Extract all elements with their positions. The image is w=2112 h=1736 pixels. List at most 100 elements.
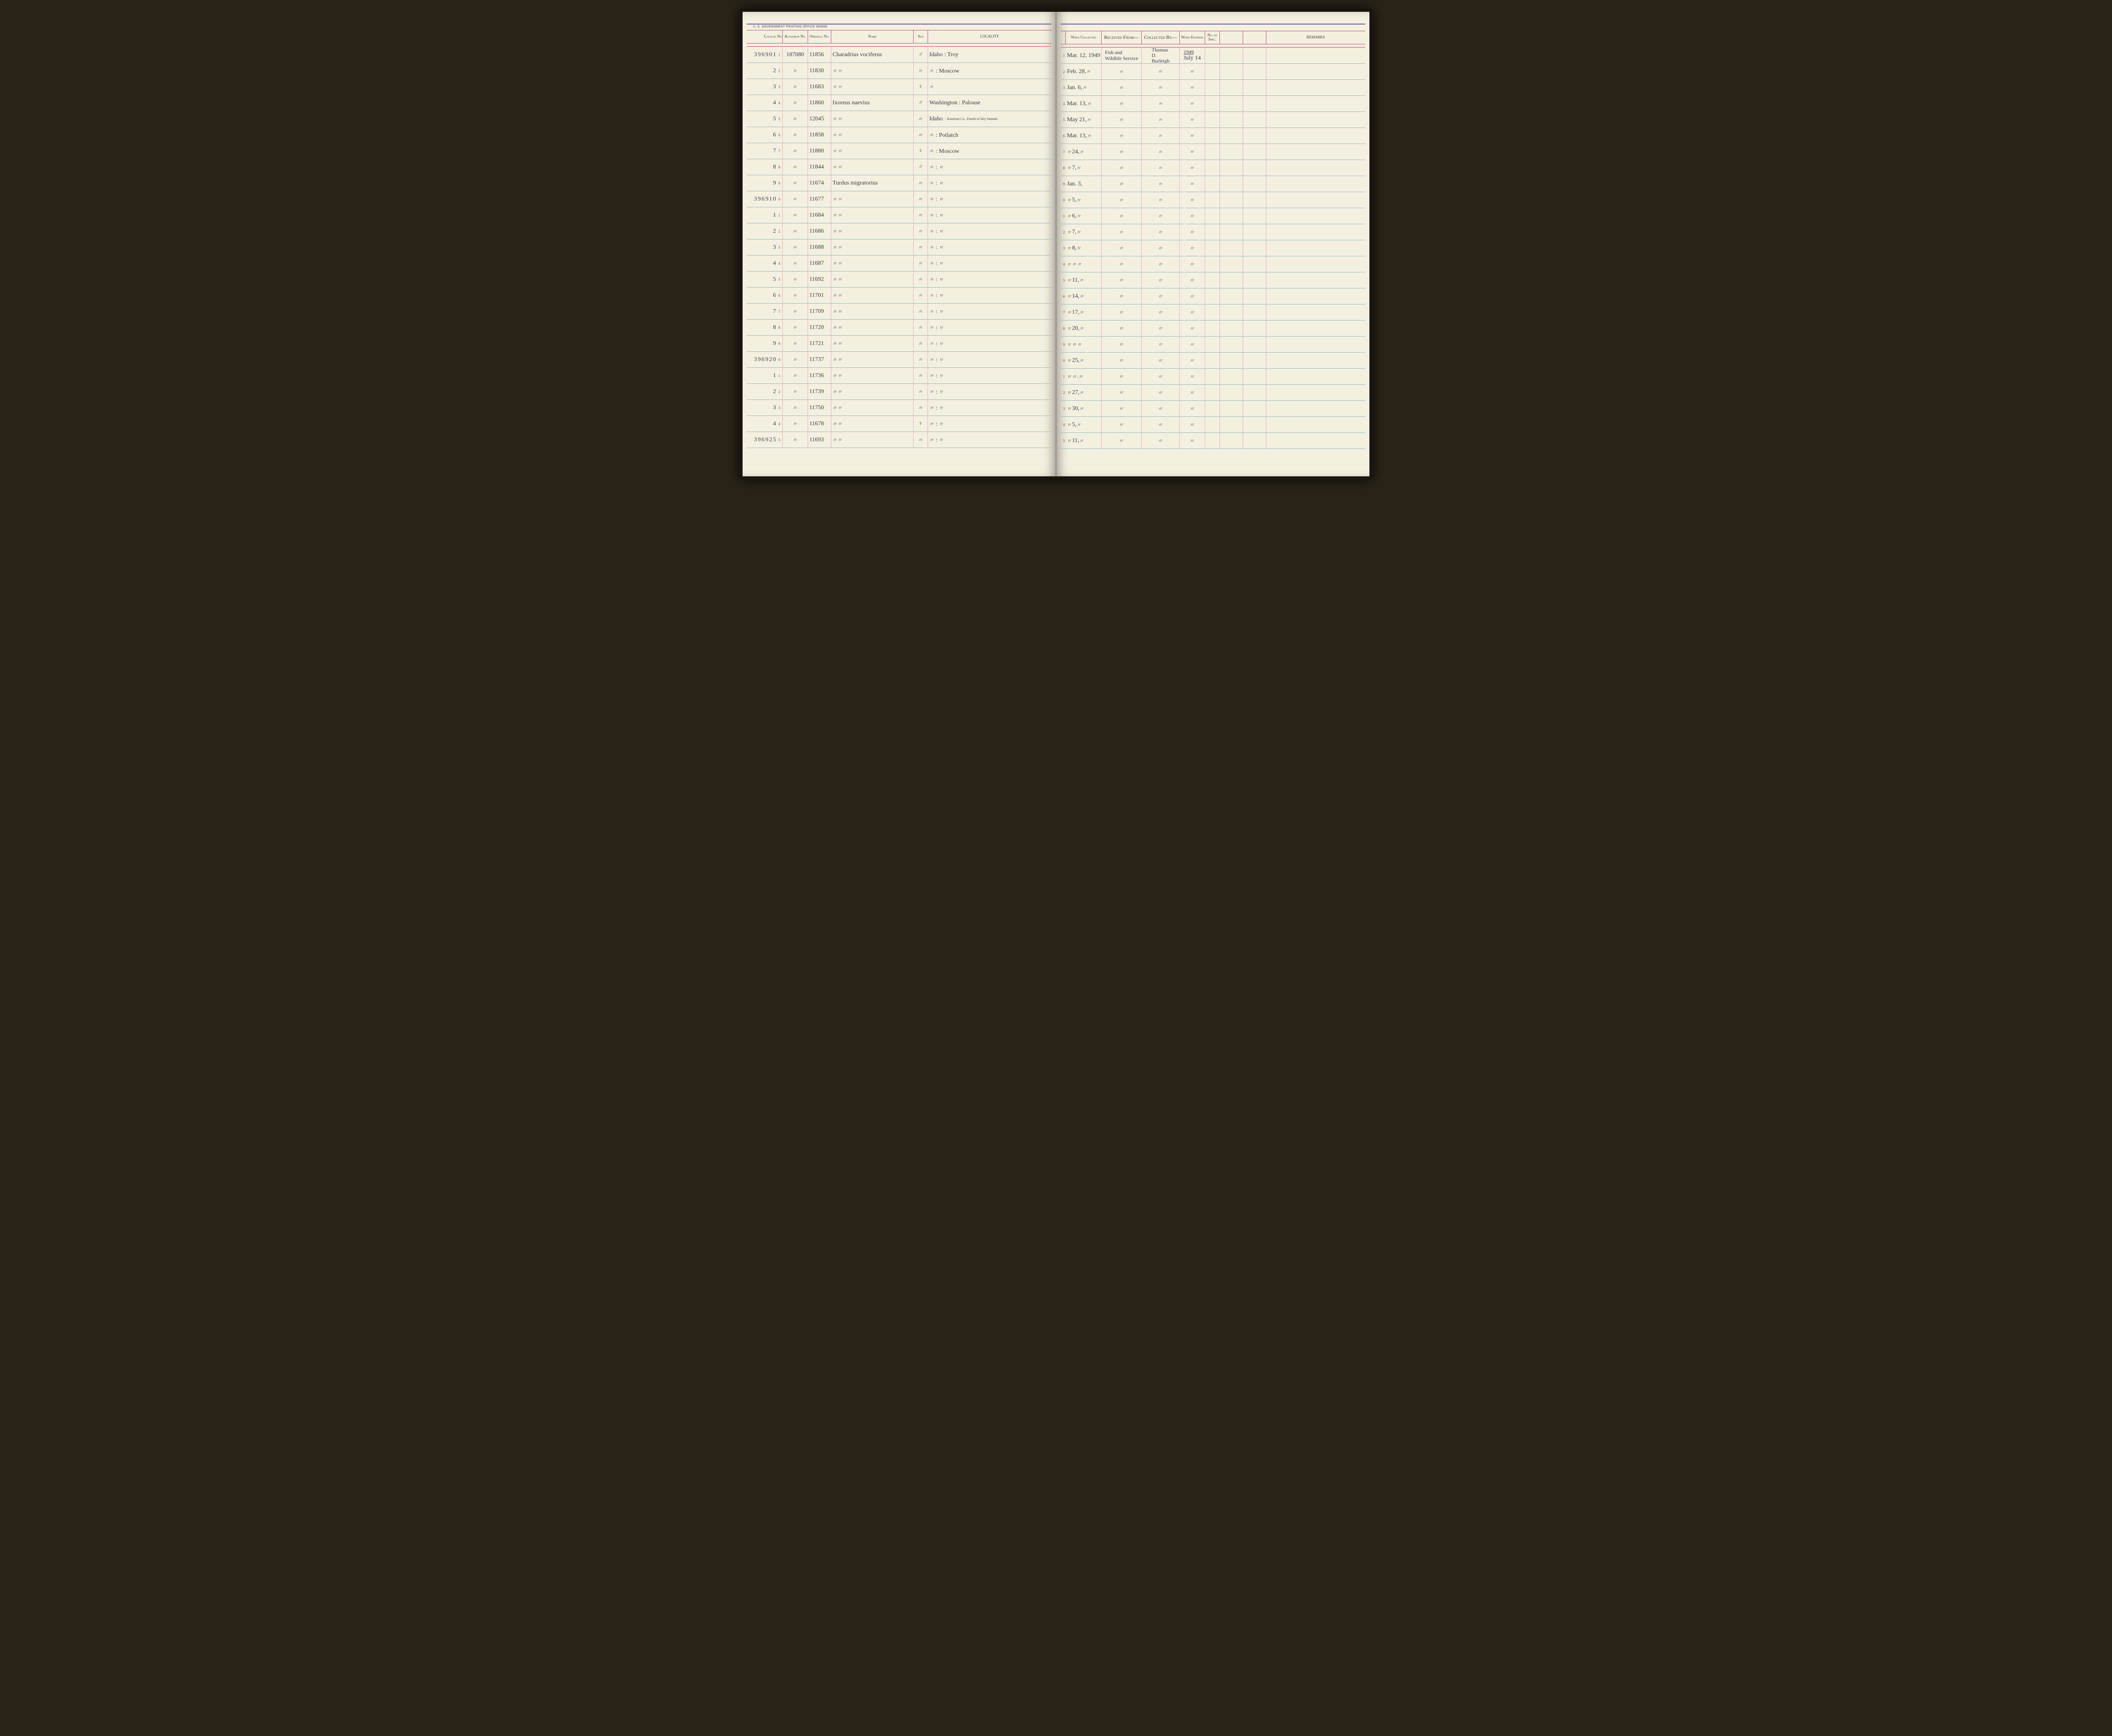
cell-remarks — [1266, 128, 1365, 144]
cell-when-collected: 〃 11, 〃 — [1066, 433, 1102, 448]
cell-collected-by: 〃 — [1142, 96, 1180, 111]
cell-no-spec — [1205, 112, 1220, 128]
cell-received-from: 〃 — [1102, 337, 1142, 352]
cell-blank1 — [1220, 288, 1243, 304]
cell-accession: 〃 — [783, 272, 808, 287]
cell-original: 11830 — [808, 63, 831, 79]
cell-no-spec — [1205, 128, 1220, 144]
cell-sex: 〃 — [914, 320, 928, 335]
cell-remarks — [1266, 272, 1365, 288]
cell-sex: 〃 — [914, 304, 928, 319]
cell-accession: 〃 — [783, 368, 808, 383]
cell-when-collected: 〃 〃 . 〃 — [1066, 369, 1102, 384]
ledger-row: 33 〃 11750 〃 〃 〃 〃 : 〃 — [747, 400, 1051, 416]
cell-name: 〃 〃 — [831, 368, 914, 383]
cell-blank2 — [1243, 321, 1266, 336]
row-number: 7 — [1061, 310, 1066, 315]
cell-original: 11684 — [808, 207, 831, 223]
ledger-row: 3 Jan. 6, 〃 〃 〃 〃 — [1061, 80, 1365, 96]
cell-original: 11880 — [808, 143, 831, 159]
cell-blank1 — [1220, 224, 1243, 240]
cell-sex: 〃 — [914, 175, 928, 191]
cell-locality: 〃 : 〃 — [928, 255, 1051, 271]
cell-when-entered: 〃 — [1180, 96, 1205, 111]
cell-original: 11687 — [808, 255, 831, 271]
header-remarks: REMARKS — [1266, 31, 1365, 44]
cell-blank2 — [1243, 80, 1266, 95]
cell-no-spec — [1205, 401, 1220, 416]
cell-sex: 〃 — [914, 111, 928, 127]
ledger-row: 2 〃 7, 〃 〃 〃 〃 — [1061, 224, 1365, 240]
cell-when-collected: 〃 5, 〃 — [1066, 192, 1102, 208]
cell-remarks — [1266, 321, 1365, 336]
cell-received-from: 〃 — [1102, 272, 1142, 288]
cell-blank2 — [1243, 256, 1266, 272]
cell-locality: 〃 : 〃 — [928, 272, 1051, 287]
row-number: 3 — [1061, 407, 1066, 411]
cell-when-collected: 〃 5, 〃 — [1066, 417, 1102, 432]
row-number: 9 — [1061, 182, 1066, 186]
row-number: 7 — [1061, 150, 1066, 154]
cell-blank1 — [1220, 385, 1243, 400]
cell-sex: ♂ — [914, 47, 928, 62]
cell-when-entered: 〃 — [1180, 112, 1205, 128]
cell-received-from: 〃 — [1102, 304, 1142, 320]
cell-name: 〃 〃 — [831, 400, 914, 416]
cell-name: 〃 〃 — [831, 432, 914, 448]
cell-original: 11721 — [808, 336, 831, 351]
cell-blank2 — [1243, 192, 1266, 208]
cell-sex: 〃 — [914, 191, 928, 207]
cell-no-spec — [1205, 385, 1220, 400]
cell-remarks — [1266, 112, 1365, 128]
cell-when-entered: 〃 — [1180, 369, 1205, 384]
cell-locality: 〃 : 〃 — [928, 239, 1051, 255]
cell-when-collected: 〃 8, 〃 — [1066, 240, 1102, 256]
cell-accession: 〃 — [783, 223, 808, 239]
cell-original: 11739 — [808, 384, 831, 399]
cell-blank2 — [1243, 288, 1266, 304]
ledger-row: 77 〃 11880 〃 〃 ♀ 〃 : Moscow — [747, 143, 1051, 159]
cell-blank2 — [1243, 304, 1266, 320]
cell-when-entered: 〃 — [1180, 144, 1205, 160]
row-number: 5 — [1061, 278, 1066, 283]
cell-collected-by: 〃 — [1142, 401, 1180, 416]
ledger-row: 88 〃 11844 〃 〃 ♂ 〃 : 〃 — [747, 159, 1051, 175]
ledger-row: 5 May 21, 〃 〃 〃 〃 — [1061, 112, 1365, 128]
cell-when-entered: 〃 — [1180, 160, 1205, 176]
cell-when-collected: 〃 〃 〃 — [1066, 256, 1102, 272]
row-number: 2 — [1061, 230, 1066, 234]
cell-catalog: 66 — [747, 288, 783, 303]
cell-when-collected: 〃 7, 〃 — [1066, 160, 1102, 176]
cell-when-entered: 〃 — [1180, 288, 1205, 304]
ledger-row: 2 Feb. 28, 〃 〃 〃 〃 — [1061, 64, 1365, 80]
cell-accession: 〃 — [783, 400, 808, 416]
cell-no-spec — [1205, 208, 1220, 224]
cell-name: Turdus migratorius — [831, 175, 914, 191]
cell-when-entered: 〃 — [1180, 401, 1205, 416]
row-number: 3 — [1061, 86, 1066, 90]
cell-sex: ♀ — [914, 416, 928, 432]
cell-received-from: 〃 — [1102, 64, 1142, 79]
cell-no-spec — [1205, 160, 1220, 176]
cell-no-spec — [1205, 337, 1220, 352]
cell-locality: 〃 : 〃 — [928, 368, 1051, 383]
cell-blank2 — [1243, 112, 1266, 128]
cell-when-collected: 〃 25, 〃 — [1066, 353, 1102, 368]
header-row-right: When Collected Received From— Collected … — [1061, 31, 1365, 44]
row-number: 6 — [1061, 134, 1066, 138]
cell-name: 〃 〃 — [831, 223, 914, 239]
cell-collected-by: 〃 — [1142, 208, 1180, 224]
cell-collected-by: 〃 — [1142, 433, 1180, 448]
cell-sex: 〃 — [914, 368, 928, 383]
cell-sex: ♀ — [914, 79, 928, 95]
cell-received-from: 〃 — [1102, 240, 1142, 256]
cell-name: Ixoreus naevius — [831, 95, 914, 111]
cell-when-collected: Jan. 3, — [1066, 176, 1102, 192]
cell-catalog: 33 — [747, 79, 783, 95]
cell-catalog: 66 — [747, 127, 783, 143]
cell-blank2 — [1243, 144, 1266, 160]
cell-blank2 — [1243, 337, 1266, 352]
cell-collected-by: ThomasD.Burleigh — [1142, 48, 1180, 63]
cell-locality: 〃 : 〃 — [928, 416, 1051, 432]
ledger-row: 88 〃 11720 〃 〃 〃 〃 : 〃 — [747, 320, 1051, 336]
